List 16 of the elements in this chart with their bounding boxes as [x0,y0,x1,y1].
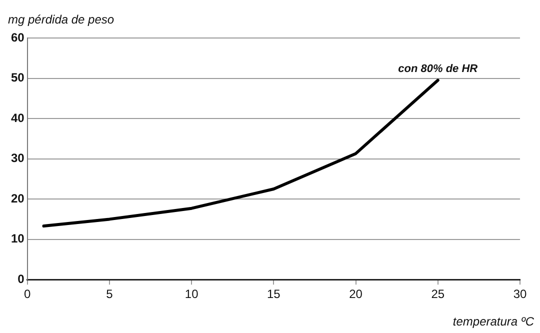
annotation: con 80% de HR [398,62,478,75]
y-tick-label: 30 [10,151,25,166]
x-axis-title: temperatura ºC [452,314,534,328]
y-tick-label: 50 [10,70,25,85]
y-tick-label: 40 [10,110,25,125]
y-tick-label: 0 [18,272,25,286]
x-tick-label: 15 [266,287,281,302]
x-tick-label: 25 [431,287,445,302]
y-tick-label: 10 [10,232,25,246]
x-tick-label: 30 [513,287,527,302]
y-tick-label: 20 [10,191,25,206]
x-tick-label: 10 [184,287,199,302]
x-tick-label: 5 [106,287,114,302]
y-axis-title: mg pérdida de peso [8,12,114,26]
y-tick-label: 60 [10,30,25,44]
x-tick-label: 20 [349,287,363,302]
